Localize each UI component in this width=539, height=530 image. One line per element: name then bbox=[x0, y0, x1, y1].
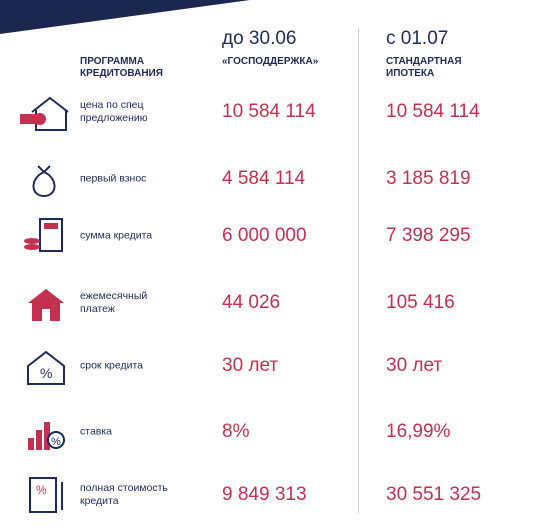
svg-text:%: % bbox=[51, 436, 61, 448]
icon-bag bbox=[32, 165, 56, 198]
svg-text:%: % bbox=[40, 365, 52, 381]
col1-name: «ГОСПОДДЕРЖКА» bbox=[222, 56, 319, 67]
col2-name: СТАНДАРТНАЯ ИПОТЕКА bbox=[386, 56, 462, 79]
icon-rate: % bbox=[28, 422, 65, 450]
row-label: сумма кредита bbox=[80, 229, 153, 242]
value-standard: 3 185 819 bbox=[386, 168, 471, 189]
icon-document: % bbox=[29, 477, 63, 513]
value-gos: 9 849 313 bbox=[222, 484, 307, 505]
row-label: ежемесячный платеж bbox=[80, 290, 148, 315]
value-gos: 30 лет bbox=[222, 355, 279, 376]
value-standard: 16,99% bbox=[386, 421, 451, 442]
value-standard: 7 398 295 bbox=[386, 225, 471, 246]
program-header: ПРОГРАММА КРЕДИТОВАНИЯ bbox=[80, 56, 163, 79]
value-standard: 30 лет bbox=[386, 355, 443, 376]
value-gos: 4 584 114 bbox=[222, 168, 306, 189]
value-gos: 44 026 bbox=[222, 292, 281, 313]
icon-house-money bbox=[20, 96, 69, 131]
value-standard: 30 551 325 bbox=[386, 484, 482, 505]
icon-house bbox=[28, 289, 64, 321]
col2-date: с 01.07 bbox=[386, 28, 449, 49]
value-standard: 10 584 114 bbox=[386, 101, 480, 122]
icon-house-percent: % bbox=[27, 350, 65, 385]
value-gos: 10 584 114 bbox=[222, 101, 316, 122]
divider bbox=[358, 28, 359, 513]
col1-date: до 30.06 bbox=[222, 28, 297, 49]
row-label: срок кредита bbox=[80, 359, 144, 372]
row-label: полная стоимость кредита bbox=[80, 482, 168, 507]
top-band bbox=[0, 0, 250, 34]
value-gos: 8% bbox=[222, 421, 250, 442]
value-gos: 6 000 000 bbox=[222, 225, 307, 246]
row-label: первый взнос bbox=[80, 172, 147, 185]
svg-text:%: % bbox=[36, 483, 47, 497]
row-label: ставка bbox=[80, 425, 113, 438]
value-standard: 105 416 bbox=[386, 292, 455, 313]
row-label: цена по спец предложению bbox=[80, 99, 148, 124]
icon-calculator bbox=[24, 218, 63, 252]
